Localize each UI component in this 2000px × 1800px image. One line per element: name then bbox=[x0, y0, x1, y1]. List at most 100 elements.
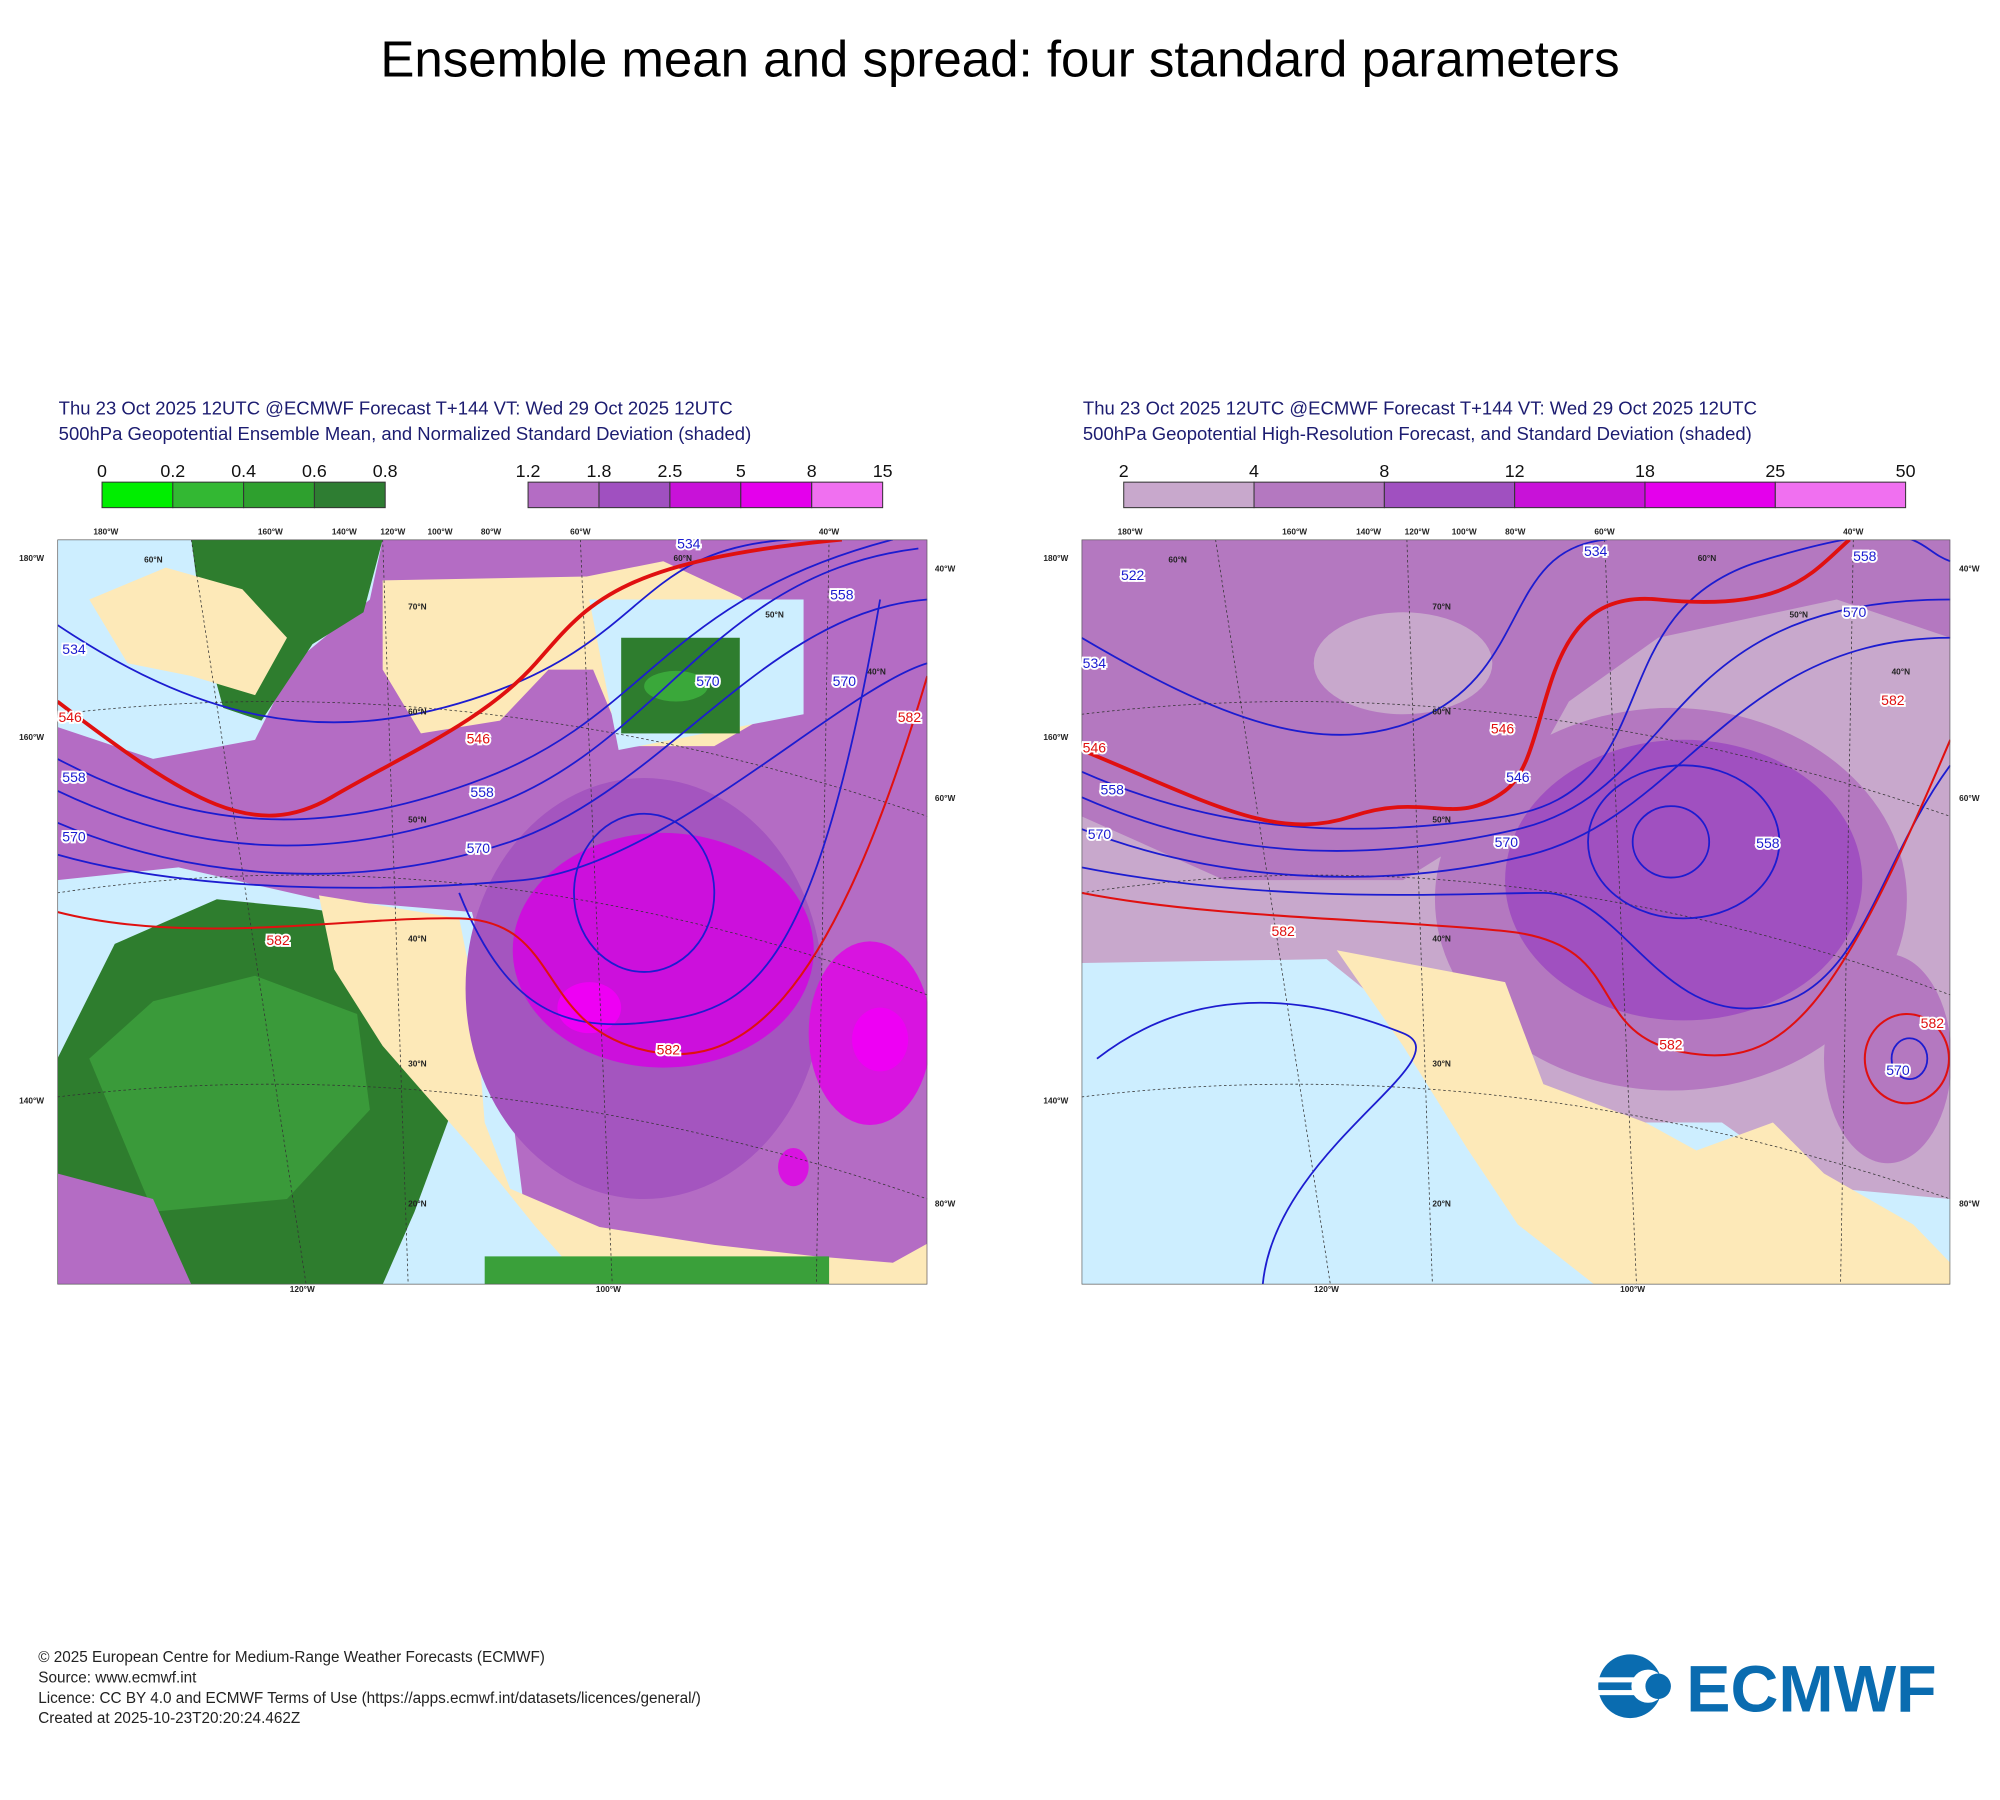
contour-label: 582 bbox=[1271, 923, 1295, 939]
panel-header: Thu 23 Oct 2025 12UTC @ECMWF Forecast T+… bbox=[1083, 398, 1757, 419]
contour-label: 558 bbox=[1853, 548, 1877, 564]
contour-label: 570 bbox=[62, 829, 86, 845]
lon-label: 60°W bbox=[570, 526, 591, 536]
lon-label: 40°W bbox=[935, 563, 956, 573]
colorbar-box bbox=[1644, 481, 1776, 509]
lat-label: 60°N bbox=[673, 553, 692, 563]
lat-label: 40°N bbox=[867, 667, 886, 677]
lon-label: 140°W bbox=[19, 1095, 44, 1105]
contour-label: 522 bbox=[1121, 567, 1145, 583]
contour-label: 582 bbox=[1659, 1037, 1683, 1053]
contour-label: 570 bbox=[467, 840, 491, 856]
colorbar-label: 2 bbox=[1119, 461, 1129, 481]
contour-label: 582 bbox=[898, 709, 922, 725]
colorbar-label: 1.2 bbox=[516, 461, 541, 481]
lon-label: 180°W bbox=[19, 553, 44, 563]
lon-label: 100°W bbox=[1452, 526, 1477, 536]
lat-label: 50°N bbox=[1790, 609, 1809, 619]
lon-label: 180°W bbox=[1043, 553, 1068, 563]
lon-label: 80°W bbox=[935, 1199, 956, 1209]
colorbar-box bbox=[527, 481, 600, 509]
contour-label: 582 bbox=[657, 1042, 681, 1058]
contour-label: 558 bbox=[1101, 782, 1125, 798]
lon-label: 100°W bbox=[596, 1284, 621, 1294]
logo-text: ECMWF bbox=[1686, 1653, 1936, 1727]
lat-label: 40°N bbox=[1432, 933, 1451, 943]
lon-label: 80°W bbox=[481, 526, 502, 536]
contour-label: 570 bbox=[1088, 826, 1112, 842]
lon-label: 160°W bbox=[1282, 526, 1307, 536]
footer-line: Created at 2025-10-23T20:20:24.462Z bbox=[38, 1710, 300, 1727]
lon-label: 60°W bbox=[1959, 793, 1980, 803]
lon-label: 40°W bbox=[1843, 526, 1864, 536]
contour-label: 558 bbox=[1756, 835, 1780, 851]
lon-label: 140°W bbox=[1356, 526, 1381, 536]
map-right bbox=[1081, 539, 1951, 1285]
contour-label: 570 bbox=[1843, 604, 1867, 620]
contour-label: 558 bbox=[62, 769, 86, 785]
lat-label: 50°N bbox=[1432, 815, 1451, 825]
contour-label: 570 bbox=[833, 673, 857, 689]
contour-label: 534 bbox=[1083, 655, 1107, 671]
lon-label: 140°W bbox=[332, 526, 357, 536]
lon-label: 40°W bbox=[819, 526, 840, 536]
lon-label: 160°W bbox=[19, 732, 44, 742]
panel-header: 500hPa Geopotential Ensemble Mean, and N… bbox=[59, 423, 752, 444]
colorbar-box bbox=[740, 481, 813, 509]
colorbar-label: 18 bbox=[1635, 461, 1655, 481]
contour-label: 582 bbox=[1881, 692, 1905, 708]
lon-label: 160°W bbox=[258, 526, 283, 536]
colorbar-label: 0.6 bbox=[302, 461, 327, 481]
colorbar-box bbox=[1123, 481, 1255, 509]
colorbar-box bbox=[1514, 481, 1646, 509]
page-title: Ensemble mean and spread: four standard … bbox=[380, 31, 1619, 88]
panel-header: 500hPa Geopotential High-Resolution Fore… bbox=[1083, 423, 1752, 444]
colorbar-box bbox=[811, 481, 884, 509]
logo: ECMWF bbox=[1594, 1653, 1937, 1727]
contour-label: 546 bbox=[58, 709, 82, 725]
lon-label: 100°W bbox=[1620, 1284, 1645, 1294]
lat-label: 60°N bbox=[1698, 553, 1717, 563]
contour-label: 570 bbox=[696, 673, 720, 689]
lon-label: 120°W bbox=[380, 526, 405, 536]
lon-label: 80°W bbox=[1505, 526, 1526, 536]
colorbar-box bbox=[669, 481, 742, 509]
footer-line: Licence: CC BY 4.0 and ECMWF Terms of Us… bbox=[38, 1690, 701, 1707]
lon-label: 180°W bbox=[1118, 526, 1143, 536]
lat-label: 60°N bbox=[1168, 555, 1187, 565]
colorbar-box bbox=[598, 481, 671, 509]
panel-header: Thu 23 Oct 2025 12UTC @ECMWF Forecast T+… bbox=[59, 398, 733, 419]
lat-label: 20°N bbox=[1432, 1199, 1451, 1209]
contour-label: 570 bbox=[1495, 834, 1519, 850]
colorbar-box bbox=[243, 481, 315, 509]
colorbar-label: 50 bbox=[1896, 461, 1916, 481]
lon-label: 120°W bbox=[290, 1284, 315, 1294]
colorbar-label: 15 bbox=[873, 461, 893, 481]
colorbar-label: 5 bbox=[736, 461, 746, 481]
lon-label: 120°W bbox=[1314, 1284, 1339, 1294]
lat-label: 20°N bbox=[408, 1199, 427, 1209]
colorbar-label: 4 bbox=[1249, 461, 1259, 481]
lat-label: 50°N bbox=[765, 609, 784, 619]
contour-label: 546 bbox=[467, 730, 491, 746]
colorbar-box bbox=[1774, 481, 1907, 509]
contour-label: 546 bbox=[1491, 720, 1515, 736]
lon-label: 120°W bbox=[1405, 526, 1430, 536]
footer-line: Source: www.ecmwf.int bbox=[38, 1669, 197, 1686]
lat-label: 70°N bbox=[1432, 602, 1451, 612]
contour-label: 582 bbox=[1921, 1015, 1945, 1031]
contour-label: 546 bbox=[1083, 739, 1107, 755]
colorbar-label: 25 bbox=[1765, 461, 1785, 481]
colorbar-box bbox=[172, 481, 245, 509]
contour-label: 558 bbox=[470, 784, 494, 800]
colorbar-label: 8 bbox=[807, 461, 817, 481]
contour-label: 570 bbox=[1886, 1062, 1910, 1078]
lon-label: 60°W bbox=[1594, 526, 1615, 536]
lat-label: 70°N bbox=[408, 602, 427, 612]
contour-label: 534 bbox=[1584, 543, 1608, 559]
lon-label: 100°W bbox=[428, 526, 453, 536]
colorbar-label: 0.2 bbox=[160, 461, 185, 481]
contour-label: 534 bbox=[677, 535, 701, 551]
lat-label: 50°N bbox=[408, 815, 427, 825]
